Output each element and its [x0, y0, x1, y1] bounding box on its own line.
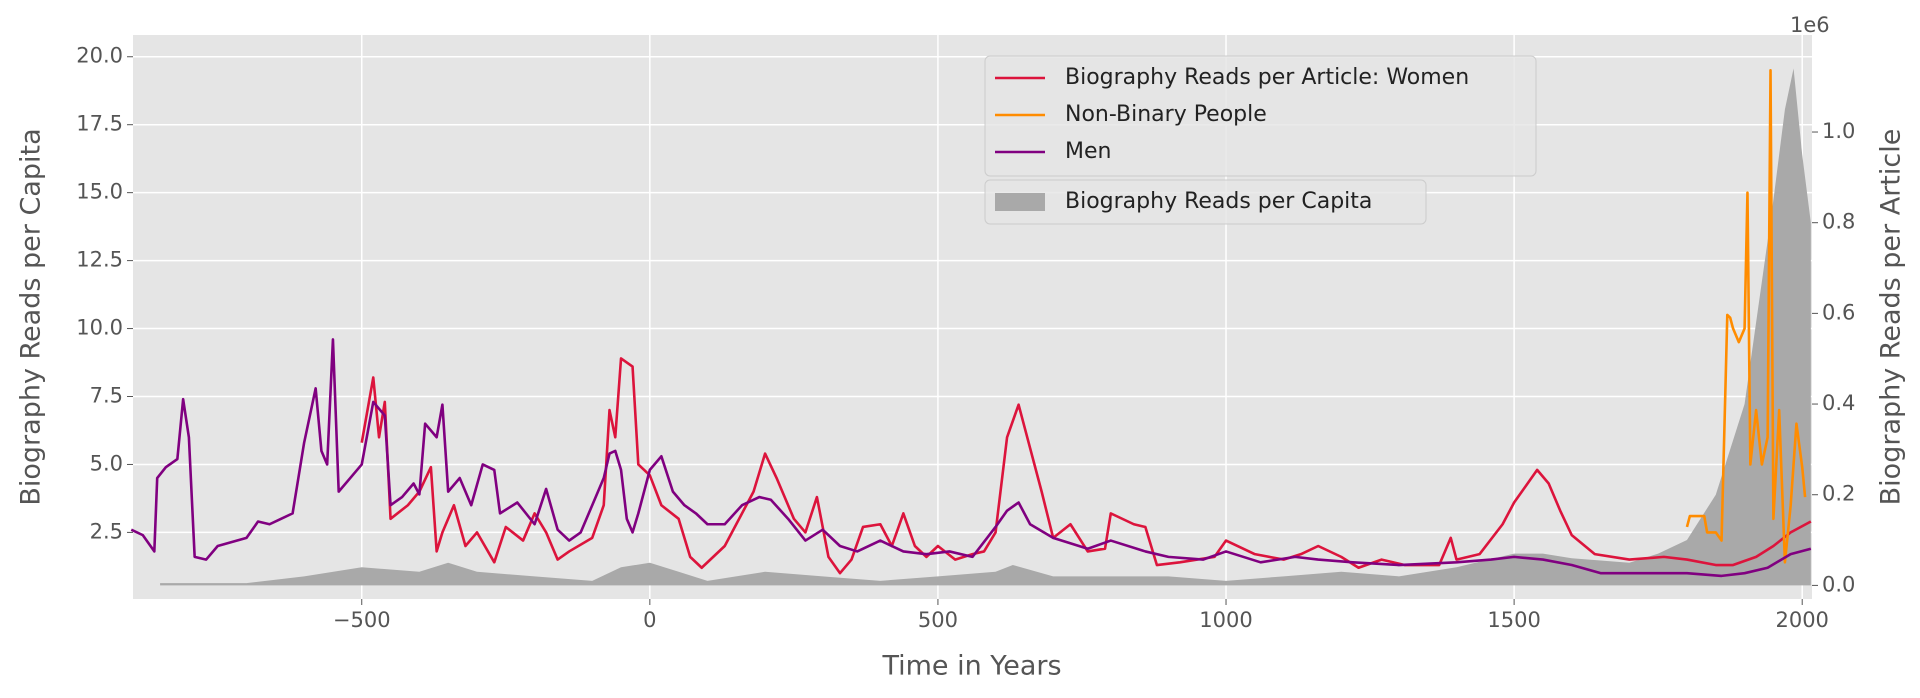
- y2-tick-label: 0.2: [1822, 482, 1855, 506]
- x-tick-label: 1500: [1487, 608, 1540, 632]
- line: [1685, 69, 1807, 564]
- y2-tick-label: 0.0: [1822, 572, 1855, 596]
- legend-label: Biography Reads per Article: Women: [1065, 65, 1469, 90]
- x-tick-label: 0: [643, 608, 656, 632]
- x-tick-label: 1000: [1199, 608, 1252, 632]
- y-axis-label: Biography Reads per Capita: [16, 128, 47, 505]
- legend-box: [984, 179, 1427, 225]
- y2-axis-label: Biography Reads per Article: [1876, 129, 1907, 506]
- x-axis-label: Time in Years: [881, 651, 1061, 682]
- legend-box: [984, 55, 1537, 177]
- y2-tick-label: 0.4: [1822, 391, 1855, 415]
- y-tick-label: 17.5: [76, 112, 123, 136]
- legend-label: Biography Reads per Capita: [1065, 189, 1372, 214]
- legend-label: Non-Binary People: [1065, 102, 1267, 127]
- y2-offset-label: 1e6: [1790, 13, 1830, 37]
- legend-swatch: [995, 193, 1045, 211]
- y-tick-label: 7.5: [90, 384, 123, 408]
- y2-tick-label: 0.8: [1822, 210, 1855, 234]
- y2-tick-label: 1.0: [1822, 119, 1855, 143]
- line: [360, 357, 1812, 575]
- y-tick-label: 5.0: [90, 451, 123, 475]
- line: [130, 338, 1812, 578]
- x-tick-label: 2000: [1775, 608, 1828, 632]
- plot-area: [133, 35, 1812, 599]
- x-tick-label: −500: [333, 608, 391, 632]
- y-tick-label: 2.5: [90, 519, 123, 543]
- y2-tick-label: 0.6: [1822, 300, 1855, 324]
- y-tick-label: 15.0: [76, 180, 123, 204]
- y-tick-label: 20.0: [76, 44, 123, 68]
- y-tick-label: 12.5: [76, 248, 123, 272]
- legend-label: Men: [1065, 139, 1111, 164]
- y-tick-label: 10.0: [76, 316, 123, 340]
- x-tick-label: 500: [918, 608, 958, 632]
